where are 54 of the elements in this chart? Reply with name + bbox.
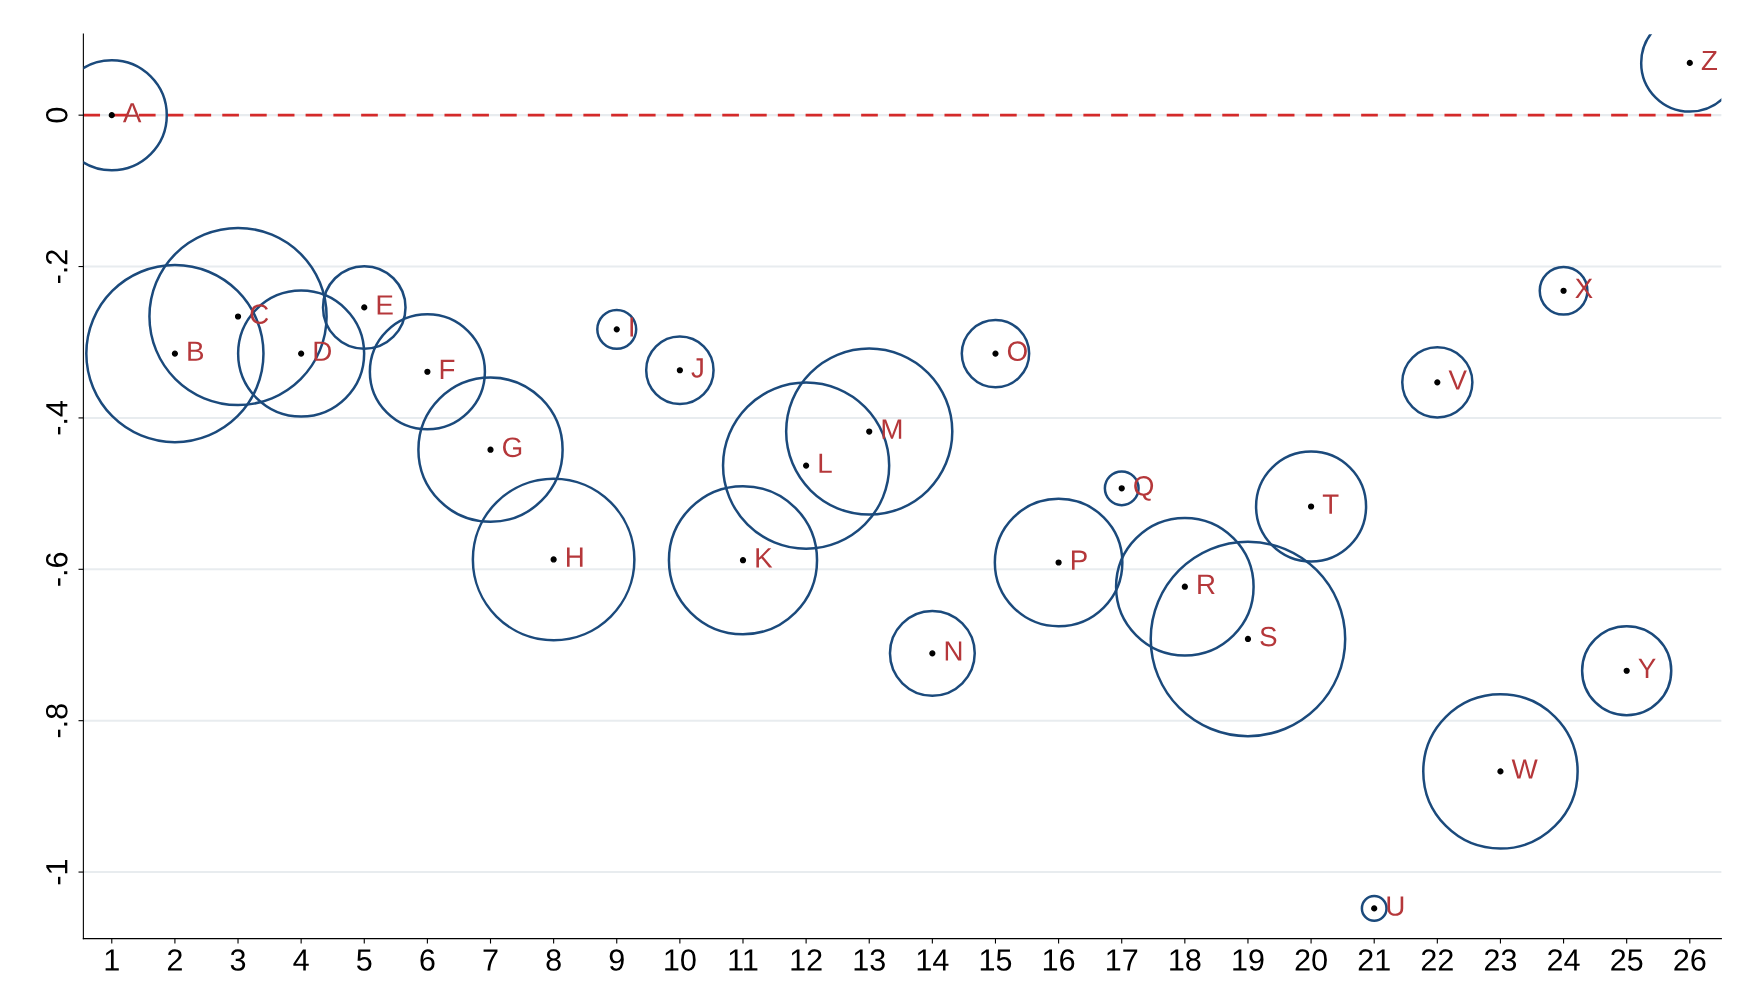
x-tick-label: 17 bbox=[1107, 949, 1138, 971]
data-label: S bbox=[1260, 626, 1277, 647]
data-label: V bbox=[1448, 370, 1467, 390]
y-tick-label: -.8 bbox=[45, 704, 68, 738]
x-tick-label: 9 bbox=[609, 949, 624, 971]
x-tick-label: 14 bbox=[917, 949, 949, 971]
data-label: W bbox=[1511, 759, 1538, 779]
data-label: K bbox=[756, 548, 773, 568]
y-tick-label: -.2 bbox=[45, 250, 68, 284]
data-label: L bbox=[819, 453, 832, 473]
data-label: F bbox=[440, 359, 455, 379]
x-tick-label: 1 bbox=[105, 949, 119, 971]
data-label: Y bbox=[1638, 658, 1656, 678]
data-label: A bbox=[122, 103, 142, 123]
data-label: Z bbox=[1701, 51, 1718, 71]
x-tick-label: 20 bbox=[1295, 949, 1327, 971]
x-tick-label: 16 bbox=[1043, 949, 1075, 971]
x-tick-label: 25 bbox=[1611, 949, 1643, 971]
x-tick-label: 8 bbox=[546, 949, 561, 971]
x-tick-label: 21 bbox=[1358, 949, 1390, 971]
x-tick-label: 13 bbox=[854, 949, 885, 971]
data-label: N bbox=[945, 641, 962, 661]
data-label: B bbox=[188, 341, 204, 361]
data-label: M bbox=[882, 419, 902, 439]
x-tick-label: 7 bbox=[483, 949, 498, 971]
y-tick-label: -.6 bbox=[45, 552, 68, 586]
y-tick-label: -.4 bbox=[46, 400, 68, 435]
x-tick-label: 19 bbox=[1233, 949, 1264, 971]
data-label: T bbox=[1322, 494, 1339, 514]
data-label: E bbox=[377, 295, 393, 315]
data-label: U bbox=[1387, 896, 1404, 916]
x-tick-label: 12 bbox=[791, 949, 822, 971]
data-label: I bbox=[630, 317, 634, 337]
data-label: P bbox=[1071, 550, 1087, 570]
x-tick-label: 26 bbox=[1674, 949, 1706, 971]
x-tick-label: 22 bbox=[1421, 949, 1453, 971]
x-tick-label: 5 bbox=[356, 949, 372, 971]
data-label: O bbox=[1007, 341, 1027, 362]
data-label: J bbox=[691, 358, 703, 378]
data-label: R bbox=[1198, 574, 1215, 594]
data-label: G bbox=[503, 437, 522, 458]
x-tick-label: 15 bbox=[980, 949, 1012, 971]
x-tick-label: 18 bbox=[1170, 949, 1201, 971]
x-tick-label: 11 bbox=[729, 949, 758, 971]
data-label: H bbox=[567, 547, 583, 567]
x-tick-label: 10 bbox=[665, 949, 696, 971]
x-tick-label: 24 bbox=[1548, 949, 1580, 971]
x-tick-label: 3 bbox=[230, 949, 246, 971]
x-tick-label: 4 bbox=[293, 949, 309, 971]
x-tick-label: 2 bbox=[167, 949, 182, 971]
x-tick-label: 6 bbox=[420, 949, 435, 971]
x-tick-label: 23 bbox=[1484, 949, 1517, 971]
y-tick-label: 0 bbox=[45, 107, 68, 123]
y-tick-label: -1 bbox=[46, 859, 68, 885]
